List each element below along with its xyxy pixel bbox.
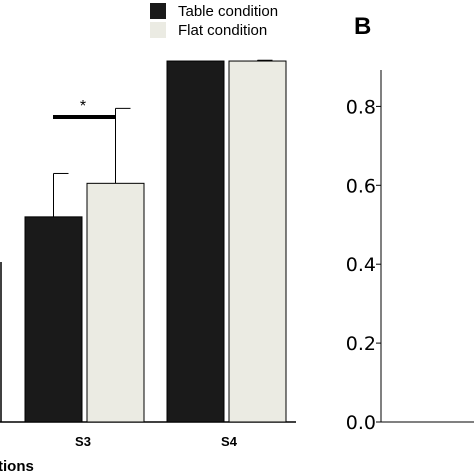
legend: Table condition Flat condition	[150, 3, 278, 39]
panel-b-tick-label-0-4: 0.4	[346, 254, 376, 276]
panel-b: B 0.0 0.2 0.4 0.6 0.8	[346, 13, 474, 434]
panel-b-tick-label-0-8: 0.8	[346, 96, 376, 118]
bar-s4-table	[166, 60, 225, 423]
legend-swatch-flat	[150, 22, 166, 38]
panel-b-tick-label-0-2: 0.2	[346, 333, 376, 355]
bar-s3-table	[24, 216, 83, 423]
significance-marker-s3: *	[80, 98, 86, 115]
legend-label-flat: Flat condition	[178, 22, 267, 39]
legend-swatch-table	[150, 3, 166, 19]
legend-label-table: Table condition	[178, 3, 278, 20]
panel-b-tick-label-0-6: 0.6	[346, 175, 376, 197]
panel-b-label: B	[354, 13, 371, 40]
category-label-s4: S4	[221, 434, 238, 449]
panel-a-x-axis-label: tions	[0, 458, 34, 474]
bar-s4-flat	[228, 60, 287, 423]
panel-a: * S3 S4 tions	[0, 59, 296, 474]
bar-s3-flat	[86, 182, 145, 423]
category-label-s3: S3	[75, 434, 91, 449]
panel-b-tick-label-0-0: 0.0	[346, 412, 376, 434]
